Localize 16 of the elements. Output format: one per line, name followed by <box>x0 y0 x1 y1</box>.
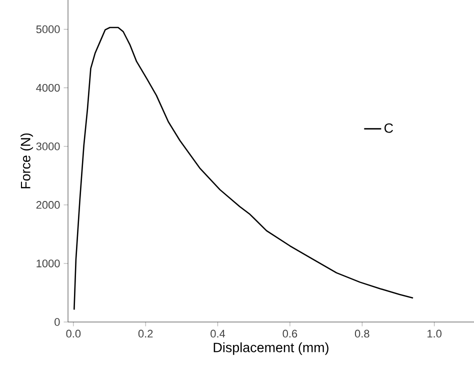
x-tick-label: 1.0 <box>428 330 442 338</box>
y-tick-label: 4000 <box>36 84 60 92</box>
y-tick-label: 0 <box>54 318 60 326</box>
x-tick-label: 0.4 <box>210 330 226 338</box>
y-tick-label: 1000 <box>36 260 60 268</box>
x-tick-label: 0.2 <box>138 330 153 338</box>
legend-label: C <box>384 123 394 133</box>
y-tick-label: 5000 <box>36 25 60 34</box>
x-axis-title: Displacement (mm) <box>214 342 328 355</box>
x-tick-label: 0.8 <box>354 330 370 338</box>
x-tick-label: 0.6 <box>282 330 298 338</box>
y-axis-title: Force (N) <box>20 133 34 188</box>
y-tick-label: 2000 <box>36 201 60 209</box>
y-tick-label: 3000 <box>36 142 60 150</box>
x-tick-label: 0.0 <box>66 330 81 338</box>
line-series <box>73 26 414 310</box>
